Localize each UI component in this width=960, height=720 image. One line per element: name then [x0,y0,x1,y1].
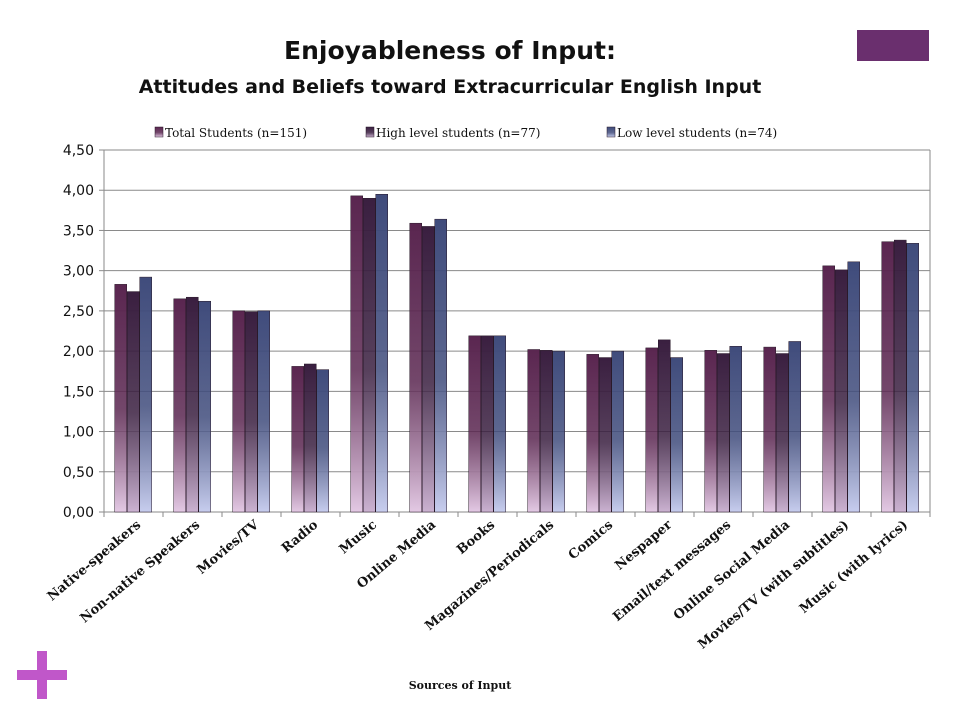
x-tick-label: Books [454,518,498,558]
x-tick-label: Online Social Media [671,517,794,623]
bar-2-3 [316,369,329,513]
y-tick-label: 3,50 [63,223,94,239]
legend-swatch [365,126,375,138]
y-tick-label: 2,00 [63,344,94,360]
y-tick-label: 4,00 [63,183,94,199]
bar-2-9 [670,357,683,513]
bar-0-9 [645,347,658,513]
bar-0-6 [468,335,481,513]
bar-2-5 [434,218,447,513]
legend: Total Students (n=151) High level student… [154,126,777,140]
bar-1-5 [422,226,435,513]
bar-2-12 [847,261,860,513]
bars [114,193,919,513]
bar-1-8 [599,357,612,513]
x-tick-label: Movies/TV [194,517,262,578]
bar-0-12 [822,265,835,513]
grid-lines [99,149,931,517]
bar-1-11 [776,353,789,513]
y-tick-label: 4,50 [63,143,94,159]
bar-0-1 [173,298,186,513]
bar-0-5 [409,222,422,513]
bar-0-3 [291,366,304,513]
bar-2-7 [552,350,565,513]
legend-swatch [606,126,616,138]
x-axis-title: Sources of Input [408,679,512,692]
x-tick-label: Comics [566,518,616,564]
bar-2-0 [139,276,152,513]
legend-label: High level students (n=77) [376,126,540,140]
bar-0-2 [232,310,245,513]
bar-2-10 [729,346,742,513]
y-tick-label: 2,50 [63,304,94,320]
accent-rectangle [857,30,929,61]
legend-label: Low level students (n=74) [617,126,777,140]
y-axis-ticks: 0,00 0,50 1,00 1,50 2,00 2,50 3,00 3,50 4,00 4,50 [63,143,94,521]
y-tick-label: 1,50 [63,384,94,400]
legend-label: Total Students (n=151) [165,126,307,140]
y-tick-label: 0,50 [63,465,94,481]
bar-1-9 [658,339,671,513]
bar-2-8 [611,350,624,513]
y-tick-label: 3,00 [63,264,94,280]
x-tick-label: Native-speakers [45,518,144,605]
bar-0-11 [763,346,776,513]
plus-icon [17,651,67,699]
x-tick-label: Nespaper [612,517,675,573]
bar-1-1 [186,296,199,513]
bar-0-7 [527,349,540,513]
y-tick-label: 0,00 [63,505,94,521]
legend-swatch [154,126,164,138]
bar-0-10 [704,350,717,513]
bar-0-4 [350,195,363,513]
bar-1-10 [717,353,730,513]
x-tick-label: Non-native Speakers [78,518,203,627]
bar-2-2 [257,310,270,513]
x-tick-label: Music [337,518,380,558]
bar-1-3 [304,363,317,513]
bar-2-13 [906,243,919,513]
bar-2-6 [493,335,506,513]
x-tick-label: Radio [279,517,321,556]
bar-1-13 [894,239,907,513]
slide-subtitle: Attitudes and Beliefs toward Extracurric… [138,76,762,98]
bar-2-1 [198,300,211,513]
bar-2-11 [788,341,801,513]
bar-1-6 [481,335,494,513]
bar-0-13 [881,241,894,513]
bar-1-2 [245,311,258,513]
y-tick-label: 1,00 [63,425,94,441]
bar-2-4 [375,193,388,513]
bar-0-0 [114,284,127,513]
bar-0-8 [586,354,599,513]
x-tick-label: Email/text messages [610,518,734,625]
x-tick-label: Music (with lyrics) [797,518,911,617]
bar-1-12 [835,269,848,513]
slide-title: Enjoyableness of Input: [284,36,616,65]
bar-1-0 [127,291,140,513]
bar-1-4 [363,198,376,513]
bar-1-7 [540,350,553,513]
